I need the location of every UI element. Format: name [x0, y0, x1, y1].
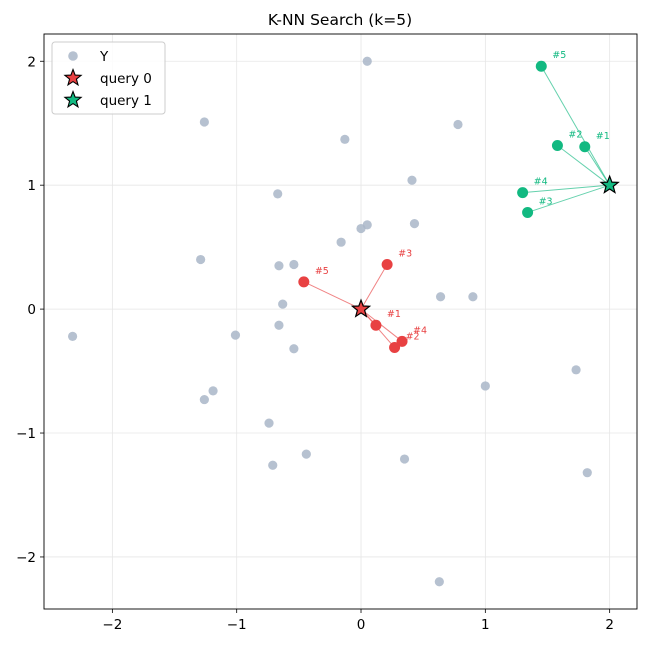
legend-label: query 1 — [100, 93, 152, 109]
y-tick-label: 2 — [27, 54, 36, 70]
plot-area — [44, 34, 637, 609]
data-point — [356, 223, 366, 234]
data-point — [196, 254, 206, 265]
neighbor-point — [396, 335, 408, 347]
neighbor-point — [522, 206, 534, 218]
legend-box — [51, 41, 166, 115]
legend-marker-circle — [68, 51, 78, 61]
x-tick-label: 1 — [481, 617, 490, 633]
neighbor-point — [551, 140, 563, 152]
data-point — [301, 449, 311, 459]
data-point — [274, 320, 284, 330]
background-points — [67, 56, 592, 587]
chart-title: K-NN Search (k=5) — [268, 11, 412, 29]
neighbor-point — [298, 276, 310, 288]
grid-lines — [44, 34, 637, 609]
data-point — [208, 386, 218, 396]
x-tick-label: −1 — [227, 617, 247, 633]
neighbor-rank-label: #4 — [534, 177, 548, 188]
neighbor-rank-label: #1 — [387, 309, 401, 320]
neighbor-link — [557, 145, 610, 186]
data-point — [468, 292, 478, 302]
neighbor-link — [360, 264, 388, 310]
data-point — [289, 344, 299, 354]
data-point — [264, 418, 274, 428]
legend-label: Y — [99, 49, 109, 65]
neighbor-point — [579, 141, 591, 153]
neighbor-point — [370, 319, 382, 331]
data-point — [582, 468, 592, 478]
data-point — [199, 117, 209, 127]
neighbor-link — [303, 281, 362, 310]
y-tick-label: 0 — [27, 302, 36, 318]
neighbor-rank-label: #1 — [596, 131, 610, 142]
data-point — [268, 460, 278, 470]
query-markers — [350, 174, 620, 318]
neighbor-rank-label: #5 — [552, 50, 566, 61]
data-point — [336, 237, 346, 247]
neighbor-point — [381, 258, 393, 270]
axis-ticks: −2 −1 0 1 2 −2 −1 0 1 2 — [16, 54, 614, 633]
data-point — [409, 219, 420, 229]
x-tick-label: 0 — [357, 617, 366, 633]
neighbor-rank-label: #3 — [539, 196, 553, 207]
data-point — [399, 454, 410, 464]
neighbor-link — [360, 308, 403, 342]
plot-frame — [43, 33, 638, 610]
neighbor-link — [540, 65, 611, 186]
neighbor-rank-label: #3 — [398, 248, 412, 259]
neighbor-points — [298, 60, 591, 354]
data-point — [571, 365, 581, 375]
data-point — [199, 394, 209, 405]
rank-labels: #1 #2 #3 #4 #5 #1 #2 #3 #4 #5 — [315, 50, 610, 342]
data-point — [435, 292, 446, 302]
data-point — [407, 175, 417, 185]
data-point — [340, 134, 350, 144]
neighbor-link — [522, 184, 610, 194]
x-tick-label: 2 — [605, 617, 614, 633]
data-point — [480, 381, 490, 391]
data-point — [273, 189, 283, 199]
legend-label: query 0 — [100, 71, 152, 87]
data-point — [289, 259, 299, 270]
neighbor-point — [517, 187, 529, 199]
data-point — [453, 119, 463, 130]
data-point — [230, 330, 241, 340]
neighbor-rank-label: #2 — [406, 332, 420, 343]
data-point — [274, 261, 284, 271]
neighbor-link — [527, 184, 610, 213]
query-star-marker — [599, 174, 620, 194]
data-point — [278, 299, 288, 309]
x-tick-label: −2 — [102, 617, 122, 633]
neighbor-rank-label: #2 — [568, 130, 582, 141]
data-point — [67, 331, 78, 341]
legend-marker-star — [63, 89, 83, 109]
legend-marker-star — [63, 67, 83, 87]
neighbor-rank-label: #4 — [413, 325, 427, 336]
y-tick-label: −1 — [16, 426, 36, 442]
neighbor-point — [389, 342, 401, 354]
y-tick-label: 1 — [27, 178, 36, 194]
data-point — [362, 56, 372, 66]
y-tick-label: −2 — [16, 550, 36, 566]
query-star-marker — [350, 298, 372, 318]
neighbor-rank-label: #5 — [315, 266, 329, 277]
neighbor-point — [535, 60, 547, 72]
data-point — [434, 577, 444, 587]
